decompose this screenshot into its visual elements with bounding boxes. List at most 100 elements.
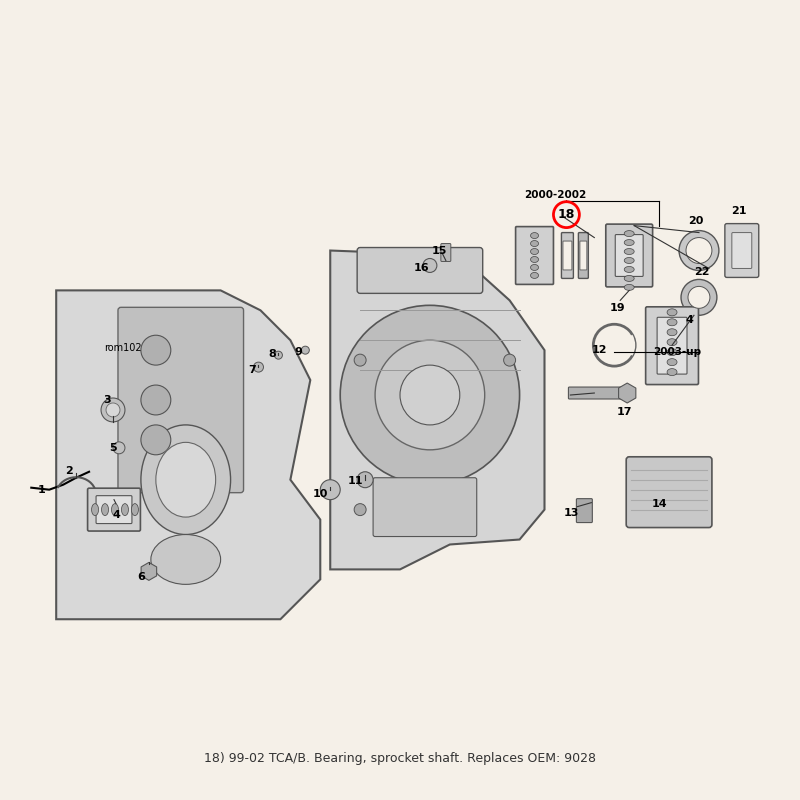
- Ellipse shape: [624, 230, 634, 237]
- FancyBboxPatch shape: [580, 241, 587, 270]
- Text: 6: 6: [137, 572, 145, 582]
- Ellipse shape: [624, 266, 634, 273]
- PathPatch shape: [330, 250, 545, 570]
- Circle shape: [141, 335, 170, 365]
- Text: 1: 1: [38, 485, 45, 494]
- Ellipse shape: [667, 358, 677, 366]
- Ellipse shape: [679, 230, 719, 270]
- Text: 21: 21: [731, 206, 746, 216]
- FancyBboxPatch shape: [562, 233, 574, 278]
- Text: 10: 10: [313, 489, 328, 498]
- Text: 22: 22: [694, 267, 710, 278]
- FancyBboxPatch shape: [578, 233, 588, 278]
- Ellipse shape: [667, 318, 677, 326]
- Text: 16: 16: [414, 263, 430, 274]
- FancyBboxPatch shape: [576, 498, 592, 522]
- Circle shape: [504, 354, 515, 366]
- Text: 12: 12: [591, 345, 607, 355]
- FancyBboxPatch shape: [646, 307, 698, 385]
- FancyBboxPatch shape: [87, 488, 141, 531]
- Circle shape: [106, 403, 120, 417]
- Ellipse shape: [91, 504, 98, 515]
- Ellipse shape: [667, 338, 677, 346]
- Circle shape: [357, 472, 373, 488]
- Text: 17: 17: [617, 407, 632, 417]
- PathPatch shape: [56, 290, 320, 619]
- FancyBboxPatch shape: [626, 457, 712, 527]
- Text: 2003-up: 2003-up: [653, 347, 701, 357]
- Ellipse shape: [624, 258, 634, 263]
- FancyBboxPatch shape: [515, 226, 554, 285]
- Ellipse shape: [530, 265, 538, 270]
- FancyBboxPatch shape: [118, 307, 243, 493]
- FancyBboxPatch shape: [615, 234, 643, 277]
- FancyBboxPatch shape: [732, 233, 752, 269]
- Ellipse shape: [122, 504, 129, 515]
- Text: 9: 9: [294, 347, 302, 357]
- Circle shape: [423, 258, 437, 273]
- Circle shape: [320, 480, 340, 500]
- FancyBboxPatch shape: [441, 243, 451, 262]
- Text: rom102: rom102: [104, 343, 142, 353]
- Ellipse shape: [624, 239, 634, 246]
- Ellipse shape: [624, 249, 634, 254]
- Circle shape: [141, 425, 170, 455]
- Ellipse shape: [111, 504, 118, 515]
- Circle shape: [354, 354, 366, 366]
- Circle shape: [340, 306, 519, 485]
- Text: 19: 19: [610, 303, 625, 314]
- Ellipse shape: [624, 285, 634, 290]
- FancyBboxPatch shape: [657, 318, 687, 374]
- FancyBboxPatch shape: [96, 496, 132, 523]
- Circle shape: [101, 398, 125, 422]
- Text: 8: 8: [269, 349, 276, 359]
- FancyBboxPatch shape: [563, 241, 572, 270]
- Circle shape: [302, 346, 310, 354]
- FancyBboxPatch shape: [606, 224, 653, 287]
- Text: 2: 2: [66, 466, 73, 476]
- Text: 2000-2002: 2000-2002: [524, 190, 586, 200]
- Text: 18) 99-02 TCA/B. Bearing, sprocket shaft. Replaces OEM: 9028: 18) 99-02 TCA/B. Bearing, sprocket shaft…: [204, 752, 596, 766]
- Ellipse shape: [667, 309, 677, 316]
- Ellipse shape: [151, 534, 221, 584]
- Text: 11: 11: [347, 476, 363, 486]
- Ellipse shape: [624, 275, 634, 282]
- Text: 5: 5: [109, 443, 117, 453]
- Ellipse shape: [530, 241, 538, 246]
- Text: 7: 7: [249, 365, 256, 375]
- Ellipse shape: [530, 249, 538, 254]
- Text: 3: 3: [103, 395, 111, 405]
- Text: 20: 20: [688, 216, 704, 226]
- Circle shape: [400, 365, 460, 425]
- Text: 18: 18: [558, 208, 575, 221]
- Ellipse shape: [530, 257, 538, 262]
- Circle shape: [113, 442, 125, 454]
- FancyBboxPatch shape: [569, 387, 630, 399]
- Ellipse shape: [686, 238, 712, 263]
- Ellipse shape: [667, 369, 677, 375]
- Ellipse shape: [688, 286, 710, 308]
- Text: 4: 4: [685, 315, 693, 326]
- Wedge shape: [614, 334, 635, 356]
- Circle shape: [375, 340, 485, 450]
- Text: 15: 15: [432, 246, 447, 255]
- Ellipse shape: [131, 504, 138, 515]
- Ellipse shape: [530, 233, 538, 238]
- Circle shape: [254, 362, 263, 372]
- FancyBboxPatch shape: [725, 224, 758, 278]
- Ellipse shape: [156, 442, 216, 517]
- Ellipse shape: [667, 329, 677, 336]
- Ellipse shape: [102, 504, 109, 515]
- Text: 13: 13: [564, 508, 579, 518]
- Ellipse shape: [681, 279, 717, 315]
- Ellipse shape: [141, 425, 230, 534]
- Circle shape: [274, 351, 282, 359]
- Ellipse shape: [530, 273, 538, 278]
- Circle shape: [354, 504, 366, 515]
- Text: 4: 4: [112, 510, 120, 520]
- Ellipse shape: [667, 349, 677, 356]
- Text: 14: 14: [651, 498, 667, 509]
- FancyBboxPatch shape: [373, 478, 477, 537]
- Circle shape: [141, 385, 170, 415]
- FancyBboxPatch shape: [357, 247, 482, 294]
